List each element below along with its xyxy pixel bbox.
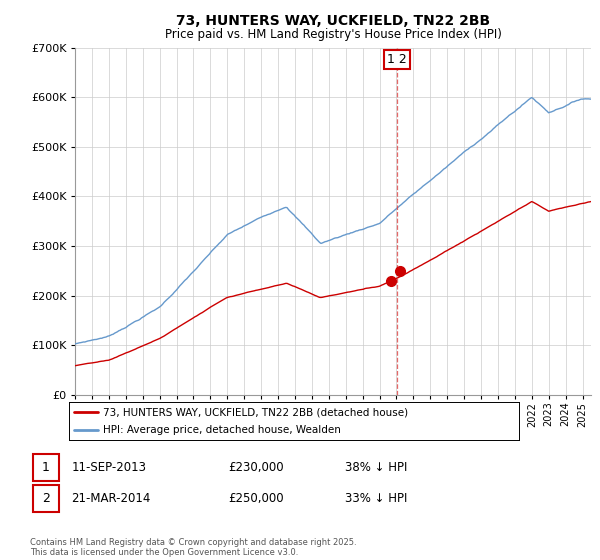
Text: 1 2: 1 2 — [388, 53, 407, 66]
Text: 73, HUNTERS WAY, UCKFIELD, TN22 2BB: 73, HUNTERS WAY, UCKFIELD, TN22 2BB — [176, 14, 490, 28]
FancyBboxPatch shape — [33, 454, 59, 481]
Text: £230,000: £230,000 — [229, 461, 284, 474]
Text: 11-SEP-2013: 11-SEP-2013 — [71, 461, 146, 474]
FancyBboxPatch shape — [33, 485, 59, 512]
Text: HPI: Average price, detached house, Wealden: HPI: Average price, detached house, Weal… — [103, 425, 341, 435]
Text: 21-MAR-2014: 21-MAR-2014 — [71, 492, 151, 505]
Text: 73, HUNTERS WAY, UCKFIELD, TN22 2BB (detached house): 73, HUNTERS WAY, UCKFIELD, TN22 2BB (det… — [103, 407, 408, 417]
Text: 38% ↓ HPI: 38% ↓ HPI — [344, 461, 407, 474]
Text: Contains HM Land Registry data © Crown copyright and database right 2025.
This d: Contains HM Land Registry data © Crown c… — [30, 538, 356, 557]
Text: £250,000: £250,000 — [229, 492, 284, 505]
Text: 1: 1 — [42, 461, 50, 474]
Text: 2: 2 — [42, 492, 50, 505]
Text: Price paid vs. HM Land Registry's House Price Index (HPI): Price paid vs. HM Land Registry's House … — [164, 28, 502, 41]
Text: 33% ↓ HPI: 33% ↓ HPI — [344, 492, 407, 505]
